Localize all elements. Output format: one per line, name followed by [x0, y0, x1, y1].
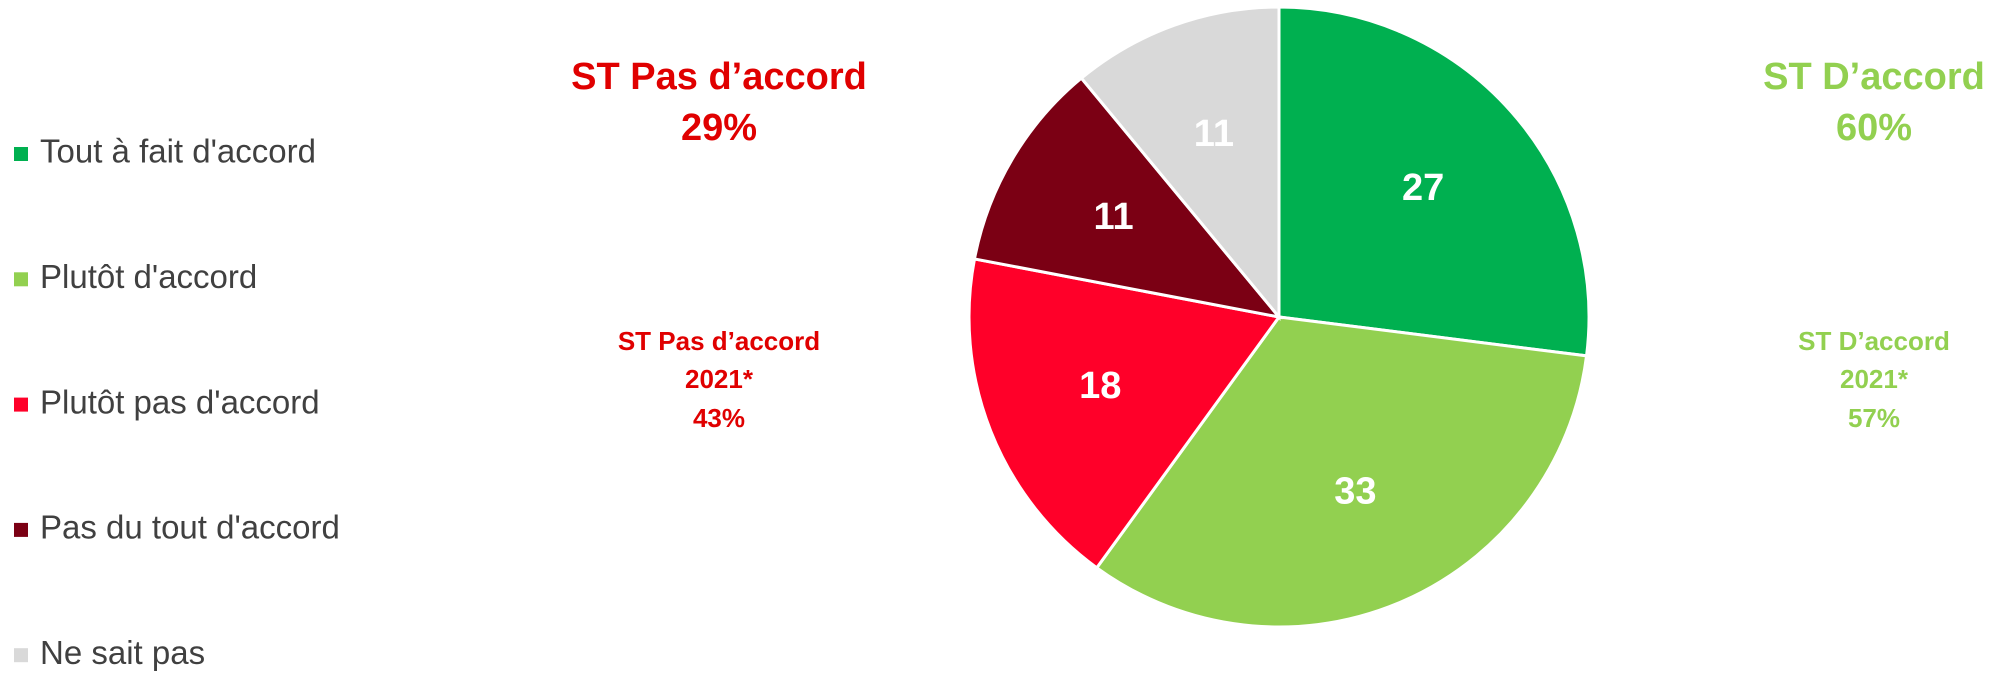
annotation: 2021* [685, 364, 754, 394]
annotation: ST Pas d’accord [571, 56, 867, 98]
annotation: ST Pas d’accord [618, 326, 820, 356]
legend-label: Pas du tout d'accord [40, 509, 340, 546]
annotation: 43% [693, 403, 745, 433]
legend-swatch [14, 522, 28, 537]
annotation: 2021* [1840, 364, 1909, 394]
pie-slice [967, 257, 1282, 570]
data-label: 33 [1334, 470, 1376, 512]
annotation: 60% [1836, 107, 1912, 149]
pie-slice [972, 76, 1283, 320]
pie-slice [1277, 5, 1591, 358]
annotation: ST D’accord [1763, 56, 1985, 98]
annotation: 29% [681, 107, 757, 149]
legend-label: Plutôt pas d'accord [40, 383, 320, 420]
legend-swatch [14, 648, 28, 663]
pie-slice [1094, 315, 1589, 629]
legend-swatch [14, 397, 28, 412]
data-label: 11 [1194, 113, 1234, 155]
data-label: 18 [1079, 365, 1121, 407]
legend-label: Plutôt d'accord [40, 258, 257, 295]
legend-swatch [14, 147, 28, 161]
annotation: ST D’accord [1798, 326, 1950, 356]
legend-label: Ne sait pas [40, 634, 205, 671]
legend-label: Tout à fait d'accord [40, 133, 316, 170]
data-label: 11 [1093, 196, 1133, 238]
annotation: 57% [1848, 403, 1900, 433]
data-label: 27 [1402, 167, 1444, 209]
legend-swatch [14, 272, 28, 287]
pie-slice [1079, 5, 1281, 322]
